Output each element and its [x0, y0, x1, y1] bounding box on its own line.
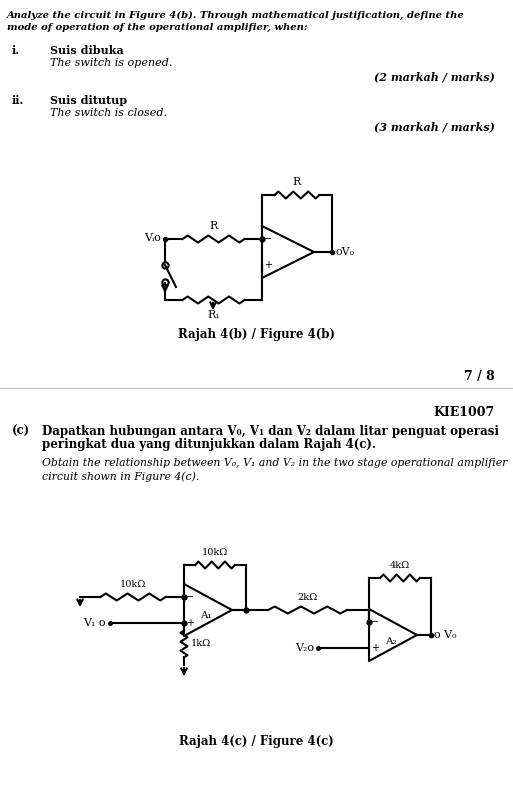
- Text: 10kΩ: 10kΩ: [202, 548, 228, 557]
- Text: R: R: [209, 221, 218, 231]
- Text: Vᵢo: Vᵢo: [144, 233, 161, 243]
- Text: Suis ditutup: Suis ditutup: [50, 95, 127, 106]
- Text: V₂o: V₂o: [295, 643, 314, 653]
- Text: i.: i.: [12, 45, 20, 56]
- Text: +: +: [186, 618, 194, 628]
- Text: V₁ o: V₁ o: [84, 618, 106, 628]
- Text: A₁: A₁: [200, 612, 212, 620]
- Text: Rajah 4(c) / Figure 4(c): Rajah 4(c) / Figure 4(c): [179, 735, 333, 748]
- Text: Obtain the relationship between V₀, V₁ and V₂ in the two stage operational ampli: Obtain the relationship between V₀, V₁ a…: [42, 458, 507, 468]
- Text: (2 markah / marks): (2 markah / marks): [374, 71, 495, 82]
- Text: (3 markah / marks): (3 markah / marks): [374, 121, 495, 132]
- Text: The switch is opened.: The switch is opened.: [50, 58, 172, 68]
- Text: 1kΩ: 1kΩ: [191, 640, 211, 648]
- Text: R₁: R₁: [207, 310, 220, 320]
- Text: circuit shown in Figure 4(c).: circuit shown in Figure 4(c).: [42, 471, 200, 482]
- Text: The switch is closed.: The switch is closed.: [50, 108, 167, 118]
- Text: ii.: ii.: [12, 95, 25, 106]
- Text: 10kΩ: 10kΩ: [120, 580, 146, 589]
- Text: Dapatkan hubungan antara V₀, V₁ dan V₂ dalam litar penguat operasi: Dapatkan hubungan antara V₀, V₁ dan V₂ d…: [42, 425, 499, 438]
- Text: mode of operation of the operational amplifier, when:: mode of operation of the operational amp…: [7, 23, 308, 32]
- Text: (c): (c): [12, 425, 30, 438]
- Text: o V₀: o V₀: [434, 630, 457, 640]
- Text: 7 / 8: 7 / 8: [464, 370, 495, 383]
- Text: oV₀: oV₀: [335, 247, 354, 257]
- Text: peringkat dua yang ditunjukkan dalam Rajah 4(c).: peringkat dua yang ditunjukkan dalam Raj…: [42, 438, 376, 451]
- Text: KIE1007: KIE1007: [434, 406, 495, 419]
- Text: −: −: [186, 592, 194, 602]
- Text: Suis dibuka: Suis dibuka: [50, 45, 124, 56]
- Text: −: −: [371, 617, 379, 627]
- Text: 4kΩ: 4kΩ: [390, 561, 410, 570]
- Text: R: R: [293, 177, 301, 187]
- Text: A₂: A₂: [385, 637, 397, 645]
- Text: Rajah 4(b) / Figure 4(b): Rajah 4(b) / Figure 4(b): [177, 328, 334, 341]
- Text: +: +: [371, 643, 379, 653]
- Text: −: −: [264, 234, 272, 244]
- Text: 2kΩ: 2kΩ: [298, 593, 318, 602]
- Text: +: +: [264, 260, 272, 270]
- Text: Analyze the circuit in Figure 4(b). Through mathematical justification, define t: Analyze the circuit in Figure 4(b). Thro…: [7, 11, 465, 20]
